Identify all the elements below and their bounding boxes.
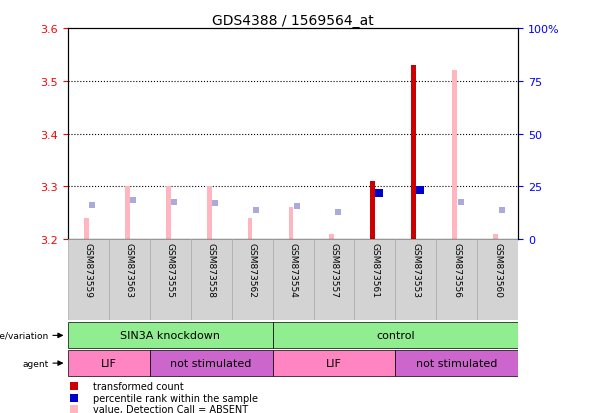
Text: GSM873554: GSM873554 (289, 242, 297, 297)
Bar (166, 187, 171, 240)
Bar (411, 66, 416, 240)
Text: not stimulated: not stimulated (416, 358, 498, 368)
Bar (84, 218, 88, 240)
Text: LIF: LIF (101, 358, 117, 368)
Bar (395, 240, 436, 320)
Bar (436, 240, 477, 320)
Text: LIF: LIF (326, 358, 342, 368)
Bar (395, 350, 518, 376)
Text: GSM873562: GSM873562 (247, 242, 257, 297)
Bar (289, 208, 293, 240)
Bar (68, 350, 150, 376)
Bar (355, 240, 395, 320)
Text: not stimulated: not stimulated (170, 358, 252, 368)
Text: GSM873560: GSM873560 (494, 242, 502, 297)
Bar (68, 240, 109, 320)
Bar (109, 240, 150, 320)
Bar (247, 218, 253, 240)
Bar (150, 240, 191, 320)
Text: GSM873557: GSM873557 (329, 242, 339, 297)
Bar (329, 234, 335, 240)
Title: GDS4388 / 1569564_at: GDS4388 / 1569564_at (212, 14, 374, 28)
Text: GSM873556: GSM873556 (452, 242, 461, 297)
Bar (313, 240, 355, 320)
Bar (125, 187, 130, 240)
Text: genotype/variation: genotype/variation (0, 331, 49, 340)
Bar (370, 182, 375, 240)
Bar (273, 350, 395, 376)
Text: GSM873558: GSM873558 (207, 242, 216, 297)
Bar (191, 240, 231, 320)
Bar (150, 350, 273, 376)
Bar (452, 71, 457, 240)
Bar (273, 323, 518, 349)
Bar (68, 323, 273, 349)
Text: agent: agent (22, 359, 49, 368)
Text: value, Detection Call = ABSENT: value, Detection Call = ABSENT (92, 404, 247, 413)
Bar (494, 234, 498, 240)
Text: GSM873563: GSM873563 (125, 242, 134, 297)
Text: GSM873553: GSM873553 (411, 242, 421, 297)
Bar (231, 240, 273, 320)
Text: transformed count: transformed count (92, 382, 183, 392)
Text: GSM873559: GSM873559 (84, 242, 92, 297)
Bar (207, 187, 211, 240)
Text: GSM873555: GSM873555 (166, 242, 175, 297)
Text: GSM873561: GSM873561 (370, 242, 379, 297)
Text: control: control (376, 330, 415, 341)
Text: percentile rank within the sample: percentile rank within the sample (92, 393, 257, 403)
Text: SIN3A knockdown: SIN3A knockdown (120, 330, 220, 341)
Bar (273, 240, 313, 320)
Bar (477, 240, 518, 320)
